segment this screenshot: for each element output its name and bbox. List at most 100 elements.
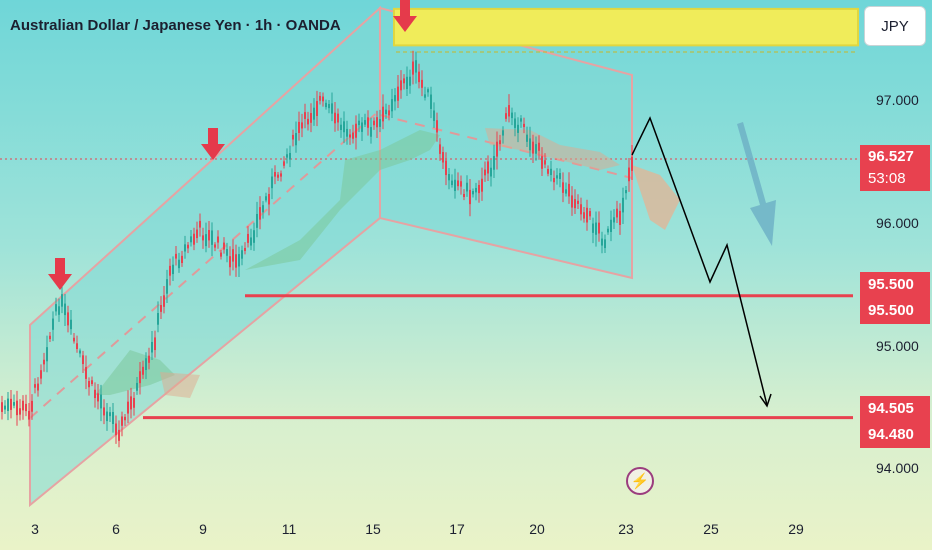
candle-body	[364, 120, 366, 125]
candle-body	[265, 196, 267, 201]
candle-body	[202, 235, 204, 241]
candle-body	[10, 398, 12, 410]
candle-body	[271, 176, 273, 189]
candle-body	[4, 405, 6, 410]
candle-body	[439, 144, 441, 154]
candle-body	[223, 242, 225, 250]
candle-body	[304, 112, 306, 119]
candle-body	[490, 167, 492, 177]
support-level-badge: 95.500 95.500	[860, 272, 930, 324]
candle-body	[79, 350, 81, 354]
candle-body	[337, 113, 339, 123]
candle-body	[340, 124, 342, 131]
candle-body	[178, 259, 180, 269]
candle-body	[361, 122, 363, 132]
x-tick-label: 20	[529, 521, 545, 537]
candle-body	[58, 306, 60, 315]
candle-body	[469, 189, 471, 205]
candle-body	[397, 86, 399, 101]
projection-arrowhead	[759, 393, 772, 408]
candle-body	[31, 400, 33, 412]
countdown-value: 53:08	[868, 170, 906, 187]
y-tick-label: 96.000	[876, 215, 919, 231]
support-label: 94.480	[868, 426, 914, 443]
candle-body	[427, 89, 429, 93]
candle-body	[604, 239, 606, 249]
candle-body	[442, 152, 444, 163]
candle-body	[121, 416, 123, 426]
x-tick-label: 15	[365, 521, 381, 537]
candle-body	[166, 279, 168, 294]
lightning-icon[interactable]: ⚡	[626, 467, 654, 495]
candle-body	[553, 177, 555, 183]
candle-body	[172, 264, 174, 275]
candle-body	[46, 347, 48, 362]
candle-body	[142, 366, 144, 375]
candle-body	[157, 313, 159, 325]
candle-body	[229, 256, 231, 268]
marker-arrow-icon	[393, 0, 417, 32]
candle-body	[616, 208, 618, 218]
candle-body	[367, 117, 369, 128]
candle-body	[1, 402, 3, 412]
candle-body	[19, 408, 21, 415]
candle-body	[292, 134, 294, 140]
support-level-badge: 94.505 94.480	[860, 396, 930, 448]
chart-title: Australian Dollar / Japanese Yen · 1h · …	[10, 17, 341, 34]
candle-body	[550, 168, 552, 176]
candle-body	[544, 160, 546, 165]
x-tick-label: 23	[618, 521, 634, 537]
candle-body	[127, 401, 129, 414]
candle-body	[571, 195, 573, 208]
candle-body	[433, 110, 435, 121]
candle-body	[316, 101, 318, 116]
candle-body	[334, 112, 336, 124]
cloud-bear	[160, 372, 200, 398]
candle-body	[250, 237, 252, 246]
candle-body	[631, 156, 633, 171]
candle-body	[511, 112, 513, 119]
candle-body	[94, 389, 96, 399]
candle-body	[343, 121, 345, 133]
candle-body	[346, 128, 348, 137]
candle-body	[508, 105, 510, 117]
candle-body	[196, 229, 198, 239]
candle-body	[169, 265, 171, 276]
candle-body	[559, 173, 561, 179]
candle-body	[385, 109, 387, 115]
candle-body	[586, 207, 588, 223]
candle-body	[517, 124, 519, 133]
candle-body	[577, 200, 579, 204]
candle-body	[55, 304, 57, 312]
candle-body	[598, 222, 600, 234]
candle-body	[463, 193, 465, 198]
candle-body	[526, 134, 528, 142]
candle-body	[460, 181, 462, 187]
currency-button[interactable]: JPY	[864, 6, 926, 46]
candle-body	[154, 337, 156, 351]
resistance-zone	[393, 7, 859, 47]
marker-arrow-icon	[201, 128, 225, 160]
candle-body	[325, 102, 327, 108]
candle-body	[331, 103, 333, 114]
candle-body	[313, 107, 315, 120]
candle-body	[418, 71, 420, 83]
candle-body	[175, 253, 177, 259]
candle-body	[220, 252, 222, 257]
candle-body	[118, 429, 120, 441]
candle-body	[580, 204, 582, 215]
candle-body	[328, 103, 330, 109]
candle-body	[283, 161, 285, 166]
candle-body	[130, 396, 132, 410]
candle-body	[205, 234, 207, 247]
x-tick-label: 29	[788, 521, 804, 537]
candle-body	[28, 410, 30, 420]
candle-body	[193, 233, 195, 245]
candle-body	[226, 249, 228, 256]
candle-body	[472, 190, 474, 195]
candle-body	[115, 423, 117, 436]
candle-body	[184, 244, 186, 252]
candle-body	[106, 411, 108, 422]
candle-body	[253, 230, 255, 243]
